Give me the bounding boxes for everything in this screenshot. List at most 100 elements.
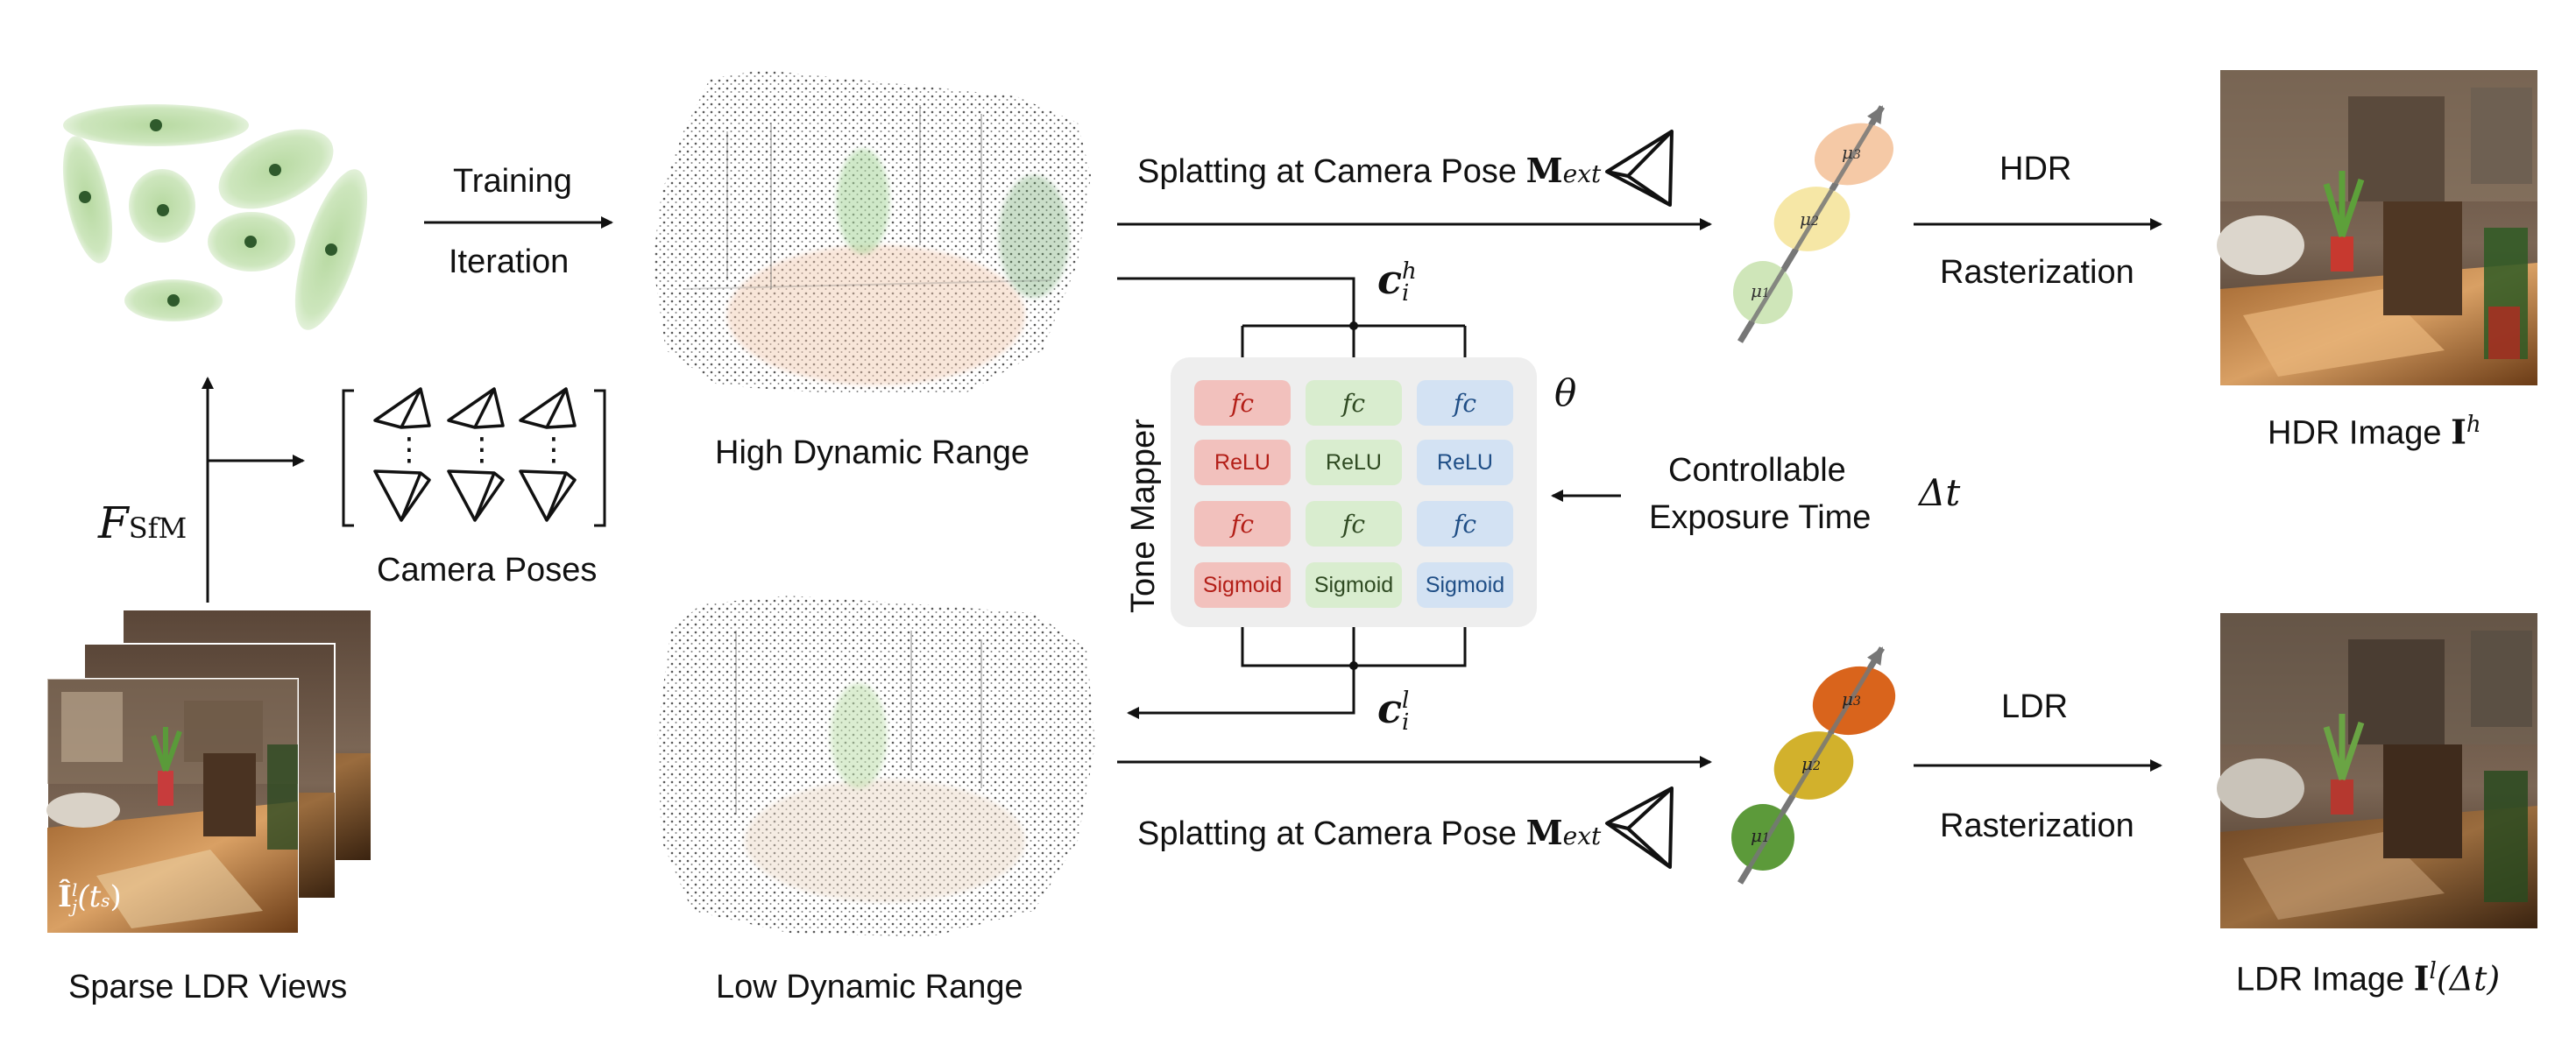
delta-t-label: Δt (1919, 471, 1961, 514)
tm-cell-blue-3: Sigmoid (1417, 562, 1513, 608)
camera-pose-3 (519, 387, 577, 429)
f-sfm-sub: SfM (128, 511, 188, 545)
ldr-image (2217, 613, 2537, 928)
ldr-view-label-close: ) (110, 879, 122, 914)
ldr-view-label-arg: (t (77, 879, 102, 914)
hdr-mu3-main: μ (1842, 142, 1853, 163)
ldr-image-label: LDR Image Il(Δt) (2236, 958, 2500, 999)
tm-cell-green-2: fc (1306, 501, 1402, 547)
low-dynamic-range-label: Low Dynamic Range (716, 969, 1023, 1005)
ldr-image-text: LDR Image (2236, 961, 2414, 998)
c-l-sub: i (1402, 709, 1410, 736)
tm-cell-green-0: fc (1306, 380, 1402, 426)
tm-cell-red-0: fc (1194, 380, 1291, 426)
hdr-point-cloud (653, 70, 1091, 394)
ldr-view-label-main: Î (58, 879, 72, 914)
c-l-main: c (1377, 685, 1403, 732)
c-l-sup: l (1402, 688, 1410, 715)
hdr-mu2-main: μ (1800, 208, 1811, 229)
tm-cell-red-1: ReLU (1194, 440, 1291, 485)
tm-cell-blue-1: ReLU (1417, 440, 1513, 485)
hdr-mu1-main: μ (1751, 280, 1762, 301)
hdr-image (2217, 70, 2537, 385)
pose-dots-3: ⋮ (538, 431, 570, 467)
tm-cell-green-1: ReLU (1306, 440, 1402, 485)
pose-dots-2: ⋮ (466, 431, 498, 467)
hdr-image-text: HDR Image (2268, 414, 2452, 452)
ldr-mu3-main: μ (1842, 688, 1853, 709)
splatting-top-text: Splatting at Camera Pose (1137, 153, 1526, 190)
hdr-mu3-label: μ3 (1842, 142, 1861, 163)
ldr-mu2-sub: 2 (1813, 759, 1821, 773)
hdr-mu1-sub: 1 (1762, 286, 1770, 300)
ldr-view-label-sub: j (71, 896, 78, 917)
ldr-point-cloud (657, 596, 1095, 937)
camera-icon-bottom (1605, 787, 1674, 869)
ldr-mu3-sub: 3 (1853, 695, 1861, 709)
hdr-label: HDR (1999, 151, 2072, 187)
ldr-view-label-arg-sub: s (101, 890, 110, 911)
junction-dot-top (1349, 321, 1358, 330)
camera-pose-1 (373, 387, 431, 429)
tone-mapper-title: Tone Mapper (1125, 419, 1162, 613)
sparse-ldr-views-label: Sparse LDR Views (68, 969, 348, 1005)
splatting-top-label: Splatting at Camera Pose Mext (1137, 151, 1601, 191)
c-h-sup: h (1402, 258, 1417, 286)
hdr-mu2-label: μ2 (1800, 208, 1819, 229)
ldr-view-front (46, 678, 299, 934)
ldr-image-arg: (Δt) (2436, 959, 2501, 998)
ldr-mu2-label: μ2 (1801, 753, 1821, 774)
exposure-time-label: Exposure Time (1649, 499, 1872, 536)
m-ext-top-main: M (1525, 151, 1563, 190)
ldr-mu1-sub: 1 (1762, 831, 1770, 845)
hdr-image-sup: h (2466, 412, 2481, 438)
high-dynamic-range-label: High Dynamic Range (715, 434, 1030, 471)
rasterization-top-label: Rasterization (1940, 254, 2134, 291)
theta-label: θ (1554, 371, 1577, 414)
training-label: Training (453, 163, 572, 200)
tm-cell-red-3: Sigmoid (1194, 562, 1291, 608)
tm-cell-red-2: fc (1194, 501, 1291, 547)
junction-dot-bottom (1349, 661, 1358, 670)
m-ext-bottom-main: M (1525, 813, 1563, 852)
camera-pose-6 (519, 469, 577, 522)
hdr-image-main: I (2451, 412, 2466, 452)
sparse-ldr-views (46, 610, 371, 934)
pose-dots-1: ⋮ (393, 431, 425, 467)
m-ext-bottom-sub: ext (1562, 822, 1602, 850)
splatting-bottom-text: Splatting at Camera Pose (1137, 815, 1526, 852)
ldr-gaussian-chain (1731, 646, 1896, 885)
m-ext-top-sub: ext (1562, 159, 1602, 188)
camera-poses-label: Camera Poses (377, 552, 598, 589)
camera-poses-matrix (342, 389, 606, 527)
ldr-image-main: I (2413, 958, 2430, 998)
camera-pose-2 (447, 387, 505, 429)
hdr-mu1-label: μ1 (1751, 280, 1770, 301)
ldr-mu3-label: μ3 (1842, 688, 1861, 709)
hdr-image-label: HDR Image Ih (2268, 412, 2481, 453)
f-sfm-main: F (98, 497, 129, 548)
ldr-image-sup: l (2429, 958, 2437, 984)
c-h-main: c (1377, 256, 1403, 303)
tm-cell-green-3: Sigmoid (1306, 562, 1402, 608)
ldr-mu1-main: μ (1751, 825, 1762, 846)
ldr-mu2-main: μ (1801, 753, 1813, 774)
camera-icon-top (1605, 130, 1674, 207)
camera-pose-5 (447, 469, 505, 522)
ldr-view-label-sup: l (71, 879, 78, 900)
ldr-label: LDR (2001, 688, 2069, 725)
c-h-sub: i (1402, 280, 1410, 307)
hdr-mu2-sub: 2 (1811, 215, 1819, 229)
f-sfm-label: FSfM (98, 497, 187, 548)
splatting-bottom-label: Splatting at Camera Pose Mext (1137, 813, 1601, 853)
iteration-label: Iteration (449, 243, 570, 280)
rasterization-bottom-label: Rasterization (1940, 808, 2134, 844)
